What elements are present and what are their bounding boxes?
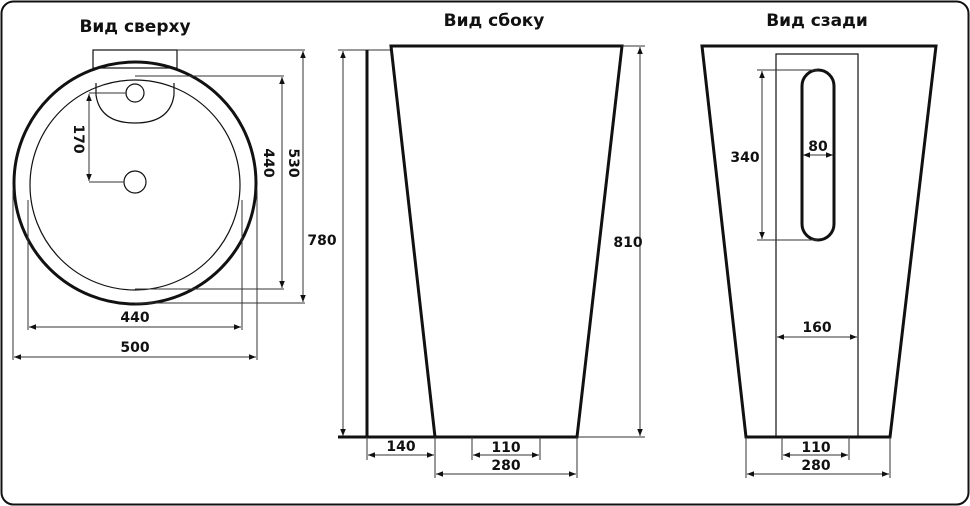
dim-hole-spacing: 170 bbox=[70, 124, 86, 153]
dim-height-back: 780 bbox=[307, 233, 336, 249]
dim-inner-width: 440 bbox=[120, 310, 149, 326]
dim-back-offset: 140 bbox=[386, 439, 415, 455]
dim-back-base-width: 280 bbox=[801, 458, 830, 474]
dim-height-front: 810 bbox=[613, 235, 642, 251]
dim-slot-width: 80 bbox=[808, 139, 828, 155]
back-panel bbox=[775, 53, 859, 438]
dim-outer-width: 500 bbox=[120, 340, 149, 356]
top-view-title: Вид сверху bbox=[79, 17, 190, 37]
dim-inner-depth: 440 bbox=[260, 148, 276, 177]
back-view: Вид сзади 340 80 160 110 280 bbox=[700, 11, 938, 478]
dim-side-base-width: 280 bbox=[491, 458, 520, 474]
outer-rim bbox=[12, 60, 258, 306]
side-view-title: Вид сбоку bbox=[444, 11, 545, 31]
dim-outer-depth: 530 bbox=[285, 148, 301, 177]
dim-panel-width: 160 bbox=[802, 320, 831, 336]
faucet-deck bbox=[92, 49, 178, 69]
inner-bowl bbox=[29, 79, 241, 291]
dim-back-base-inner: 110 bbox=[801, 440, 830, 456]
back-view-title: Вид сзади bbox=[766, 11, 868, 31]
top-view: Вид сверху 170 440 530 440 500 bbox=[12, 17, 306, 360]
dim-slot-height: 340 bbox=[730, 150, 759, 166]
dim-side-base-inner: 110 bbox=[491, 440, 520, 456]
faucet-recess bbox=[95, 83, 175, 124]
side-view: Вид сбоку 780 810 140 110 280 bbox=[307, 11, 645, 478]
